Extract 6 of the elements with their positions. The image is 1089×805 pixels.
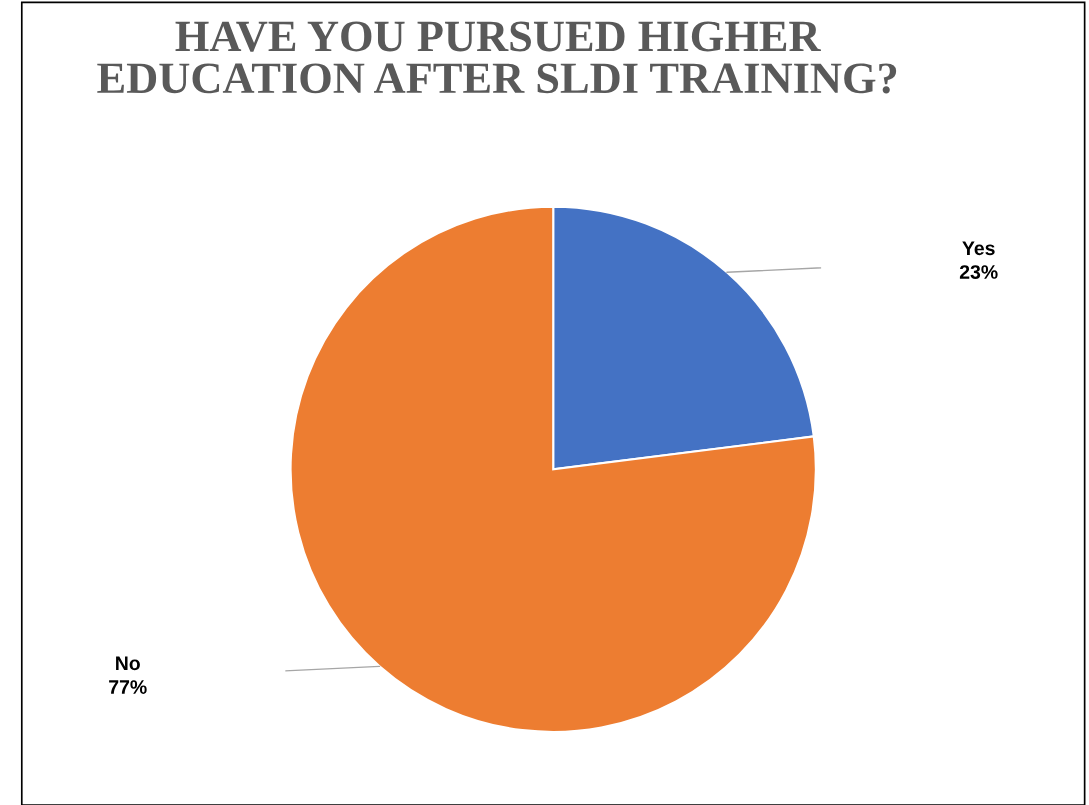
slice-label: No [116,656,140,671]
data-label: 77% [109,680,147,694]
pie-slice [289,205,817,733]
data-label: 23% [959,265,998,279]
chart-title: HAVE YOU PURSUED HIGHER EDUCATION AFTER SLDI TRAINING? [97,21,897,94]
slice-label: Yes [962,241,995,256]
